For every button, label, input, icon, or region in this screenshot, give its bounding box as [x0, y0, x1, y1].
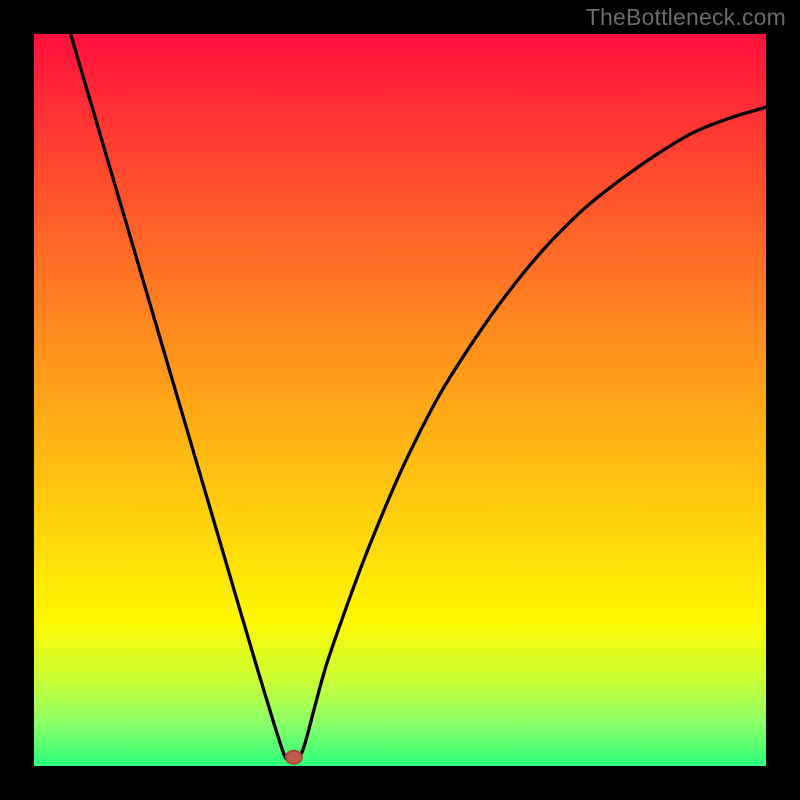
watermark-text: TheBottleneck.com [586, 4, 786, 31]
bottleneck-curve [71, 34, 766, 760]
chart-frame: TheBottleneck.com [0, 0, 800, 800]
optimal-point-marker [286, 751, 302, 764]
curve-layer [34, 34, 766, 766]
plot-area [34, 34, 766, 766]
